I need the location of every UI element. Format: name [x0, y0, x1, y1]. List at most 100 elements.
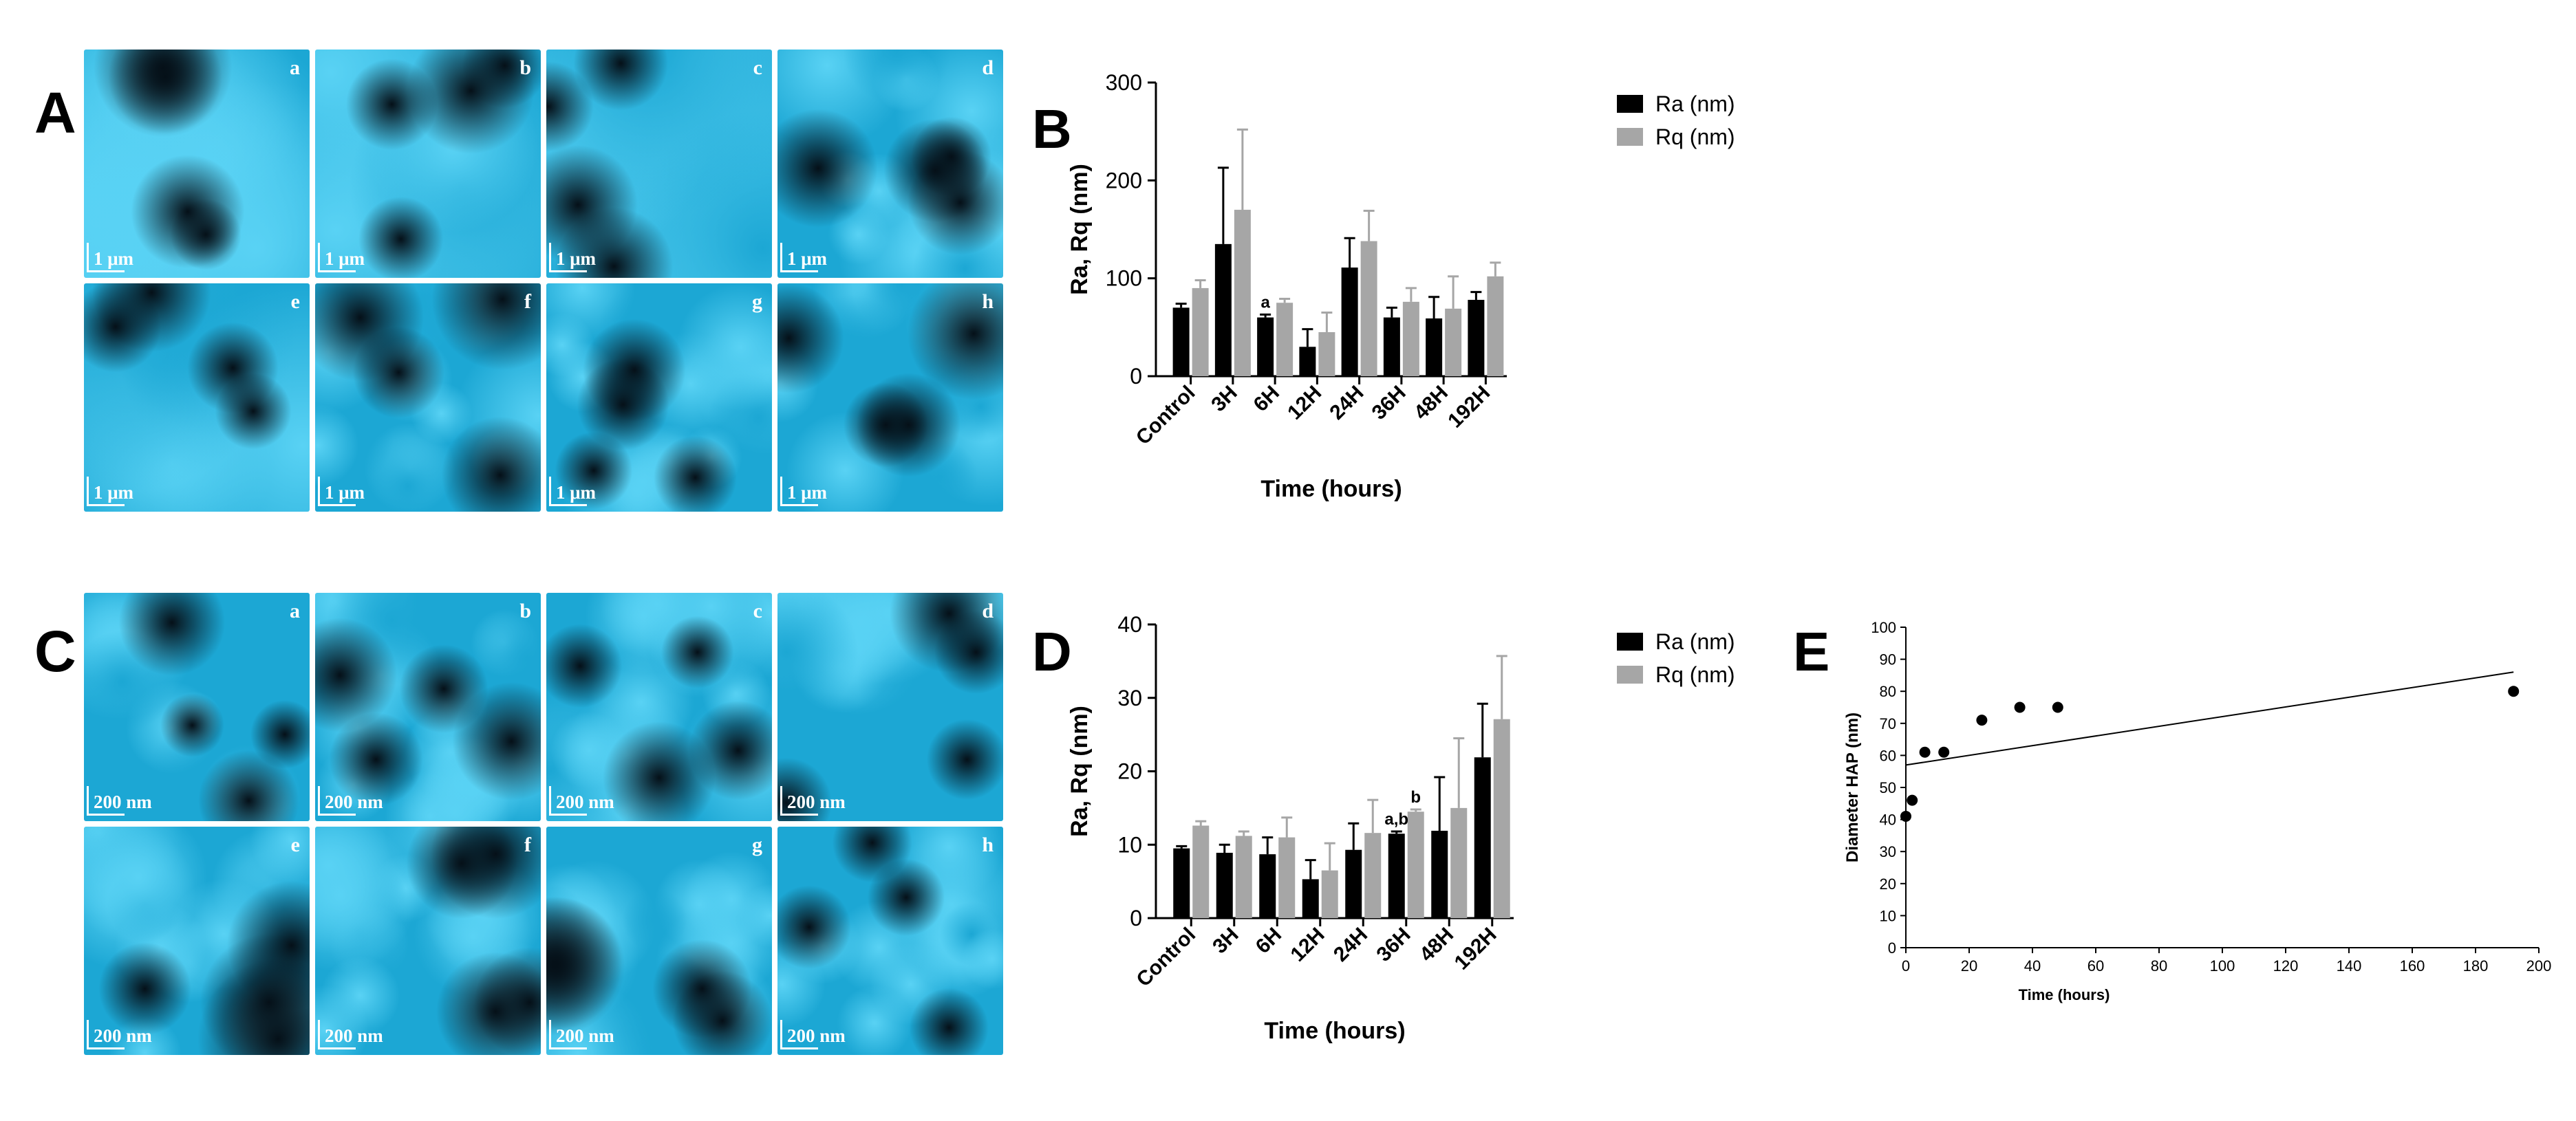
y-tick-label: 30	[1880, 843, 1896, 860]
scale-bar-label: 1 μm	[325, 482, 365, 503]
afm-tile: g 1 μm	[546, 283, 772, 512]
scale-bar	[87, 1020, 125, 1049]
scale-bar	[87, 786, 125, 816]
afm-tile: g 200 nm	[546, 827, 772, 1055]
bar	[1192, 287, 1209, 376]
scale-bar	[549, 477, 587, 506]
bar	[1318, 331, 1335, 376]
scale-bar	[318, 477, 356, 506]
data-point	[2508, 686, 2520, 697]
y-tick-label: 20	[1117, 759, 1142, 784]
legend-label: Rq (nm)	[1655, 662, 1735, 687]
significance-label: a,b	[1384, 810, 1408, 829]
panel-letter-b: B	[1032, 98, 1072, 160]
y-axis-label: Diameter HAP (nm)	[1843, 712, 1862, 862]
bar	[1388, 834, 1405, 918]
afm-tile-letter: a	[290, 600, 300, 622]
scale-bar	[318, 786, 356, 816]
scale-bar-label: 200 nm	[556, 792, 614, 812]
afm-tile: b 1 μm	[315, 50, 541, 278]
y-tick-label: 50	[1880, 779, 1896, 796]
afm-tile-letter: d	[982, 56, 994, 79]
afm-tile: e 200 nm	[84, 827, 310, 1055]
afm-tile: c 1 μm	[546, 50, 772, 278]
x-axis-label: Time (hours)	[1264, 1018, 1405, 1044]
bar	[1234, 210, 1251, 376]
scale-bar	[549, 1020, 587, 1049]
data-point	[1938, 746, 1950, 758]
scale-bar-label: 200 nm	[787, 792, 846, 812]
bar	[1407, 812, 1424, 918]
significance-label: b	[1410, 788, 1421, 807]
y-tick-label: 10	[1880, 907, 1896, 924]
afm-tile: e 1 μm	[84, 283, 310, 512]
x-axis-label: Time (hours)	[1260, 476, 1402, 502]
y-tick-label: 70	[1880, 715, 1896, 732]
panel-letter-d: D	[1032, 621, 1072, 682]
panel-letter-e: E	[1793, 621, 1829, 682]
afm-tile: b 200 nm	[315, 593, 541, 821]
data-point	[1907, 794, 1918, 806]
afm-tile: c 200 nm	[546, 593, 772, 821]
bar	[1299, 347, 1316, 376]
data-point	[2052, 701, 2063, 713]
scale-bar	[87, 243, 125, 272]
bar	[1172, 307, 1190, 376]
afm-tile: a 1 μm	[84, 50, 310, 278]
bar	[1445, 308, 1462, 376]
afm-tile-letter: h	[982, 290, 994, 313]
scale-bar-label: 200 nm	[94, 792, 152, 812]
legend-swatch	[1617, 95, 1643, 113]
y-axis-label: Ra, Rq (nm)	[1066, 164, 1093, 295]
bar	[1450, 807, 1468, 918]
y-tick-label: 40	[1117, 612, 1142, 637]
scale-bar-label: 200 nm	[556, 1025, 614, 1046]
afm-tile: d 200 nm	[777, 593, 1003, 821]
legend-label: Ra (nm)	[1655, 91, 1735, 116]
x-tick-label: 12H	[1286, 924, 1329, 966]
data-point	[2014, 701, 2026, 713]
afm-tile: f 200 nm	[315, 827, 541, 1055]
y-tick-label: 20	[1880, 875, 1896, 893]
x-tick-label: 3H	[1207, 382, 1241, 416]
bar	[1302, 879, 1319, 918]
scale-bar-label: 1 μm	[556, 248, 597, 269]
afm-tile-letter: c	[753, 600, 762, 622]
afm-tile-letter: g	[752, 834, 762, 856]
x-axis-label: Time (hours)	[2019, 986, 2110, 1003]
y-tick-label: 30	[1117, 686, 1142, 710]
scale-bar	[87, 477, 125, 506]
afm-tile-letter: b	[519, 56, 531, 79]
scale-bar-label: 200 nm	[94, 1025, 152, 1046]
afm-tile-letter: h	[982, 834, 994, 856]
bar	[1341, 268, 1358, 376]
afm-tile-letter: g	[752, 290, 762, 313]
afm-image-grid-c: a 200 nm b 200 nm c 200 nm d 200 nm e 200 nm f 200 …	[84, 593, 1003, 1055]
bar	[1493, 719, 1510, 918]
y-tick-label: 300	[1106, 70, 1142, 95]
scale-bar-label: 1 μm	[787, 248, 828, 269]
x-tick-label: 140	[2337, 957, 2362, 975]
afm-tile-letter: e	[290, 834, 300, 856]
scale-bar-label: 1 μm	[325, 248, 365, 269]
scale-bar-label: 200 nm	[787, 1025, 846, 1046]
scale-bar-label: 1 μm	[787, 482, 828, 503]
y-tick-label: 10	[1117, 832, 1142, 857]
panel-letter-c: C	[34, 619, 76, 684]
bar	[1364, 833, 1382, 918]
y-tick-label: 60	[1880, 747, 1896, 764]
x-tick-label: 36H	[1368, 382, 1410, 424]
scale-bar	[780, 1020, 818, 1049]
x-tick-label: 3H	[1208, 924, 1243, 958]
afm-tile-letter: b	[519, 600, 531, 622]
bar	[1474, 757, 1491, 918]
bar	[1431, 830, 1448, 918]
bar	[1426, 318, 1443, 376]
x-tick-label: 60	[2087, 957, 2104, 975]
afm-tile-letter: e	[290, 290, 300, 313]
legend-label: Ra (nm)	[1655, 629, 1735, 654]
legend-swatch	[1617, 633, 1643, 651]
chart-e: E 0 10 20 30 40 50 60 70 80 90 100 0 20 40 60 80 100 120 1…	[1793, 619, 2551, 1003]
